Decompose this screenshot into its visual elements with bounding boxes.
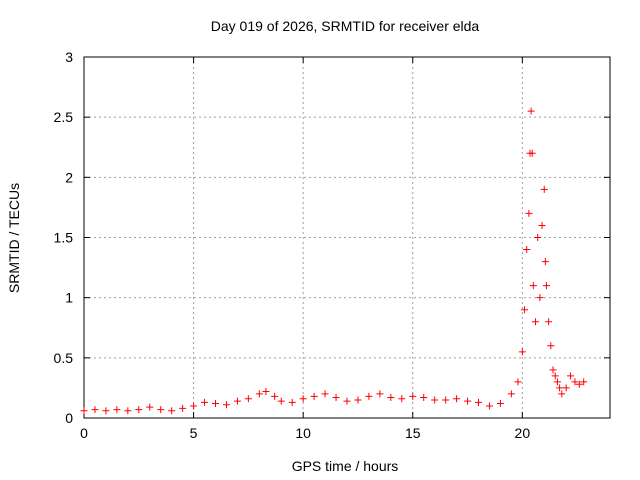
data-point [553,378,561,386]
data-point [527,107,535,115]
data-point [233,397,241,405]
x-tick-label: 5 [190,425,198,441]
x-tick-label: 0 [80,425,88,441]
data-point [529,282,537,290]
data-point [558,390,566,398]
data-point [547,342,555,350]
data-point [135,406,143,414]
x-axis-label: GPS time / hours [292,458,399,474]
data-point [541,258,549,266]
grid-lines [84,57,610,418]
data-point [523,246,531,254]
data-points [80,107,588,415]
data-point [575,380,583,388]
data-point [288,398,296,406]
data-point [222,401,230,409]
y-tick-label: 1.5 [54,230,74,246]
chart-title: Day 019 of 2026, SRMTID for receiver eld… [211,18,480,34]
data-point [91,406,99,414]
data-point [453,395,461,403]
data-point [271,392,279,400]
data-point [531,318,539,326]
data-point [387,394,395,402]
x-tick-label: 15 [405,425,421,441]
data-point [420,394,428,402]
y-tick-label: 0.5 [54,350,74,366]
data-point [562,384,570,392]
data-point [475,398,482,406]
data-point [299,395,307,403]
data-point [514,378,522,386]
data-point [567,372,575,380]
axis-ticks: 0 5 10 15 20 0 0.5 1 1.5 2 2.5 3 [54,49,610,441]
data-point [525,209,533,217]
data-point [201,398,209,406]
data-point [534,234,542,241]
data-point [540,185,548,193]
data-point [343,397,351,405]
data-point [536,294,544,302]
data-point [521,306,529,314]
data-point [376,390,384,398]
y-tick-label: 2 [65,169,73,185]
data-point [80,407,88,415]
data-point [442,396,450,404]
data-point [321,390,329,398]
data-point [190,402,198,410]
data-point [528,149,536,157]
data-point [538,221,546,229]
data-point [146,403,154,411]
data-point [244,395,252,403]
data-point [262,388,270,396]
data-point [398,395,406,403]
data-point [431,396,439,404]
data-point [168,407,176,415]
data-point [277,397,285,405]
data-point [542,282,550,290]
data-point [496,400,504,408]
data-point [409,392,417,400]
y-tick-label: 0 [65,410,73,426]
x-tick-label: 10 [295,425,311,441]
data-point [485,402,493,410]
data-point [102,407,110,415]
data-point [464,397,472,405]
data-point [556,384,564,392]
data-point [157,406,165,414]
y-tick-label: 3 [65,49,73,65]
data-point [124,407,132,415]
data-point [580,378,588,386]
data-point [549,366,557,374]
data-point [113,406,121,414]
data-point [310,392,318,400]
data-point [179,404,187,412]
data-point [571,378,579,386]
x-tick-label: 20 [515,425,531,441]
data-point [365,392,373,400]
data-point [354,396,362,404]
data-point [255,390,263,398]
data-point [212,400,219,408]
data-point [551,372,559,380]
y-tick-label: 1 [65,290,73,306]
y-tick-label: 2.5 [54,109,74,125]
data-point [332,394,340,402]
data-point [545,318,553,326]
data-point [507,390,515,398]
y-axis-label: SRMTID / TECUs [6,183,22,293]
data-point [518,348,526,356]
